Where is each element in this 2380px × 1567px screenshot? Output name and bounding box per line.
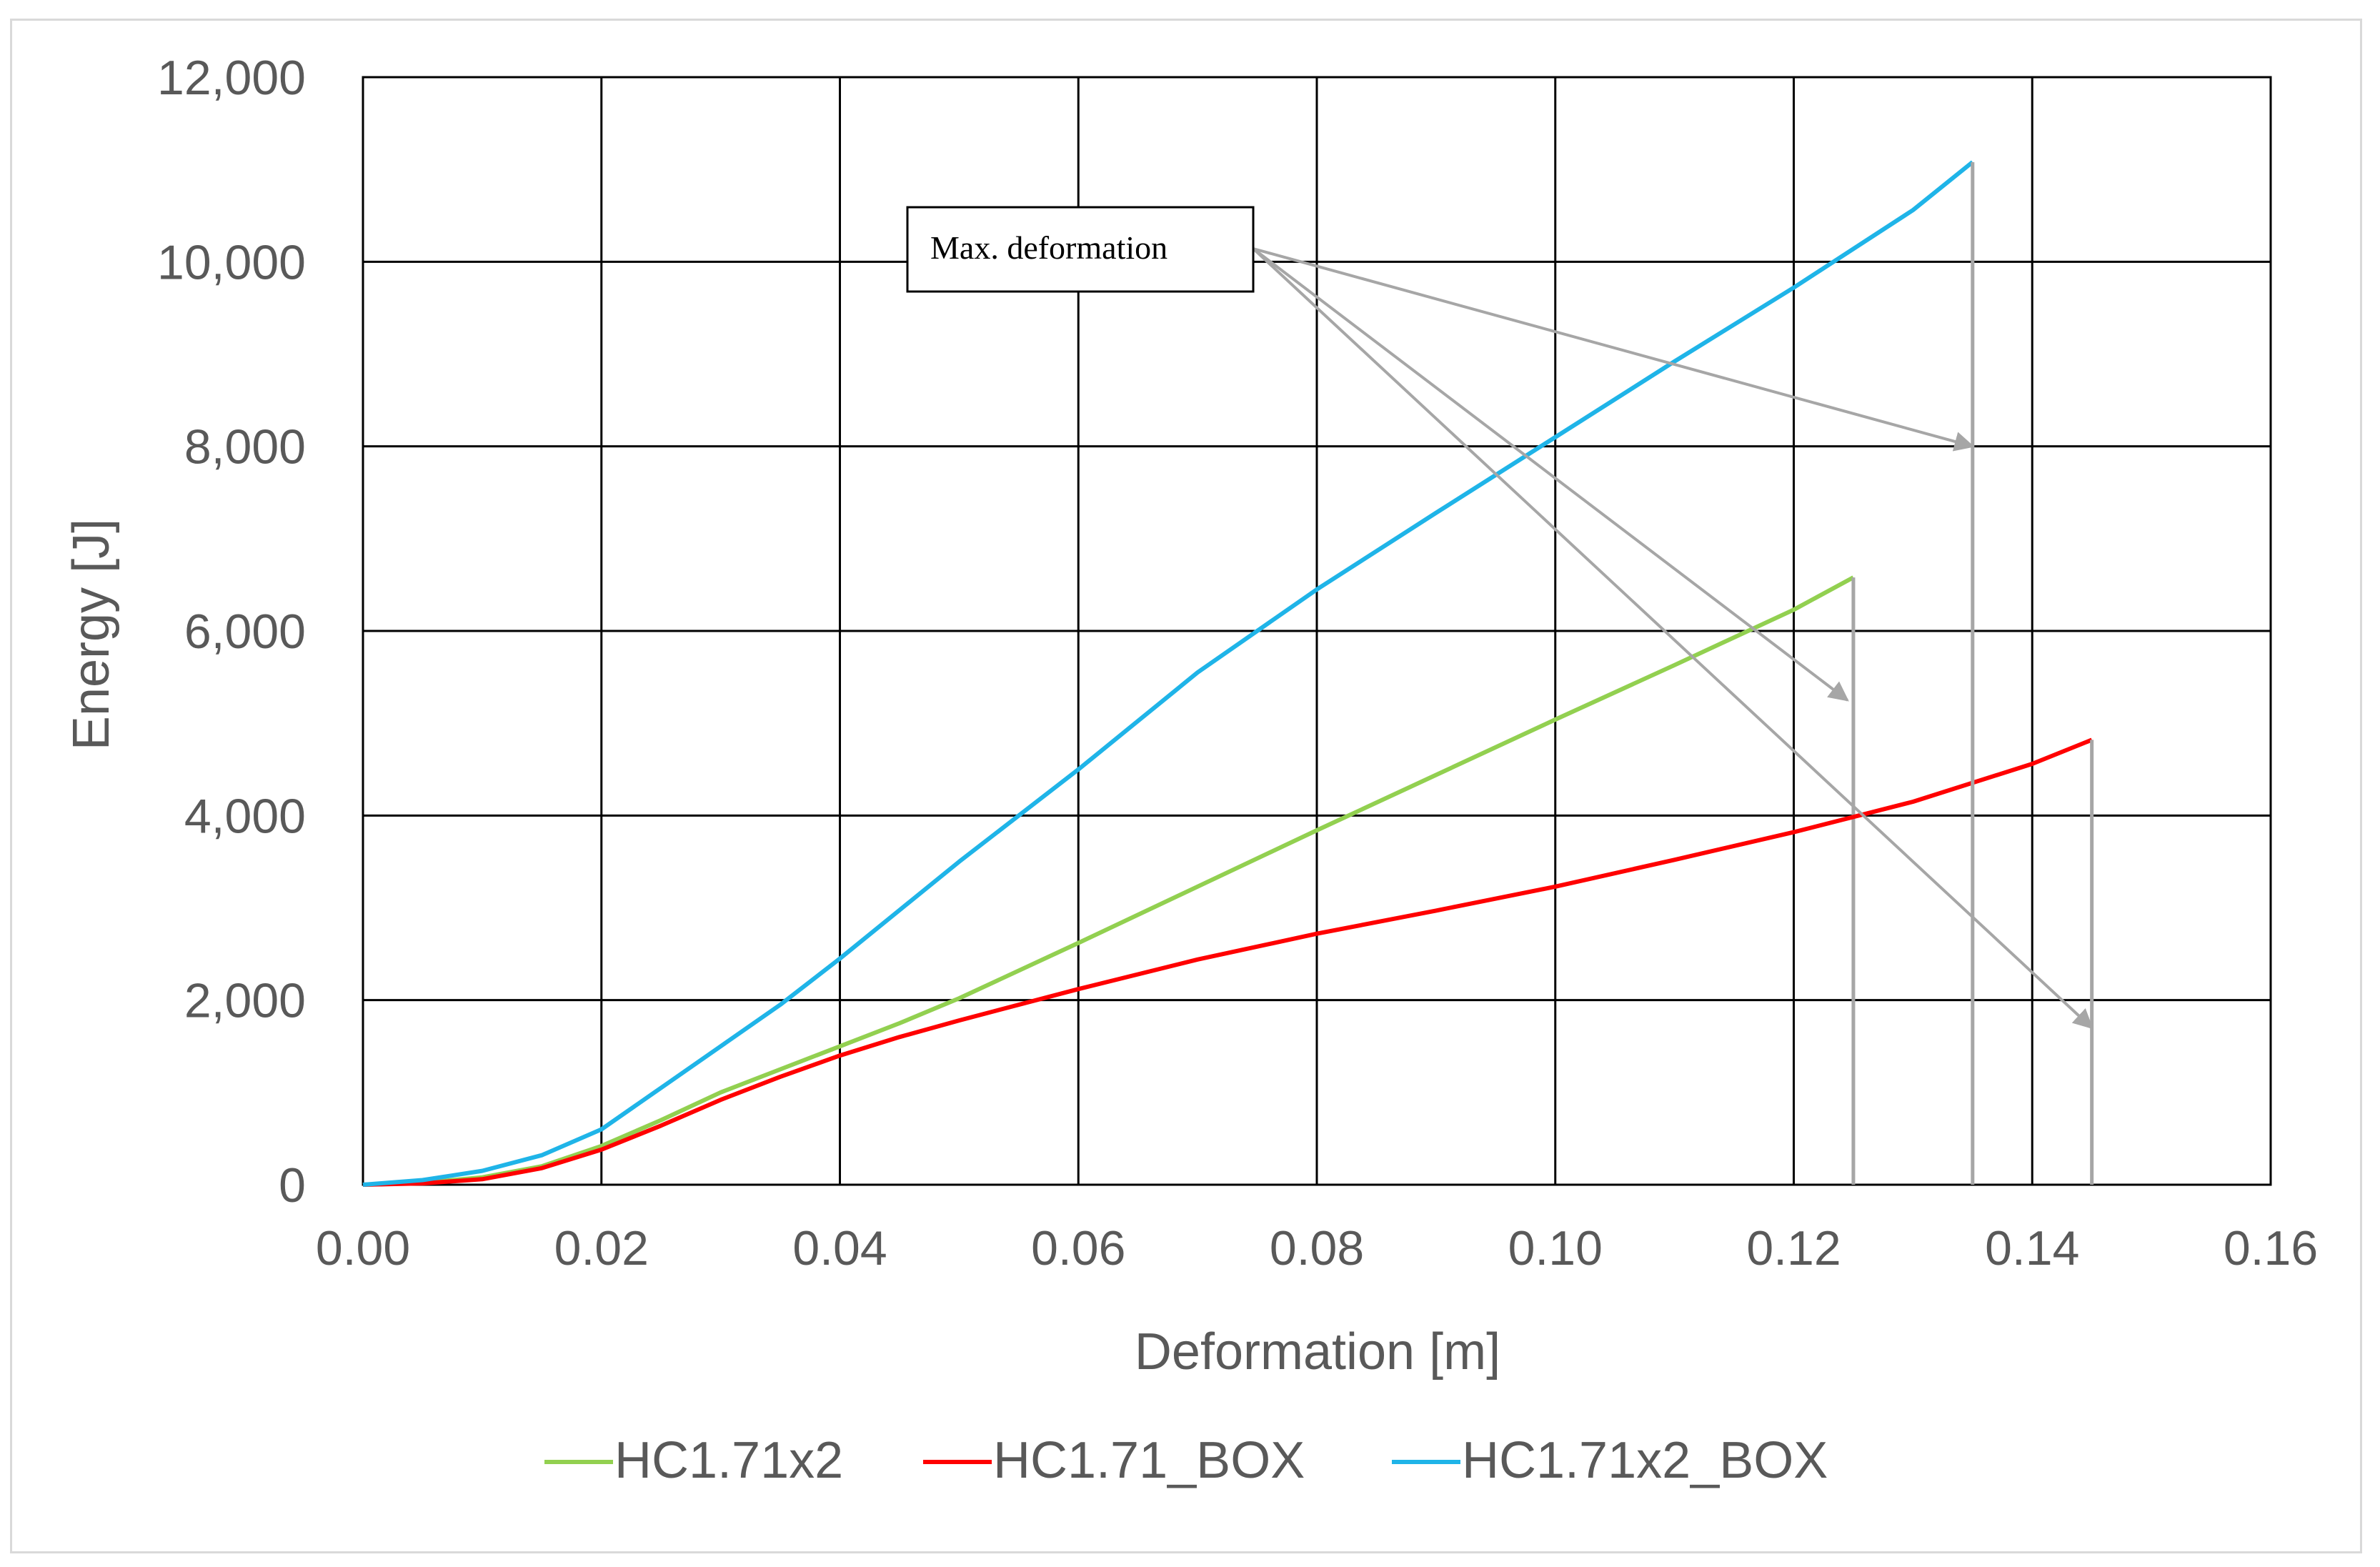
annotation-arrow (1252, 247, 1849, 702)
tick-label-layer: 0.00 0.02 0.04 0.06 0.08 0.10 0.12 0.14 0.16 0 2,0… (157, 51, 2318, 1275)
annotation-layer: Max. deformation (906, 206, 2093, 1030)
legend: HC1.71x2 HC1.71_BOX HC1.71x2_BOX (544, 1432, 1828, 1489)
annotation-arrow (1252, 247, 2093, 1030)
y-tick-label: 0 (279, 1158, 306, 1213)
x-tick-label: 0.16 (2224, 1221, 2318, 1275)
y-axis-title: Energy [J] (63, 519, 120, 750)
legend-label-2: HC1.71x2_BOX (1462, 1432, 1828, 1489)
series-line-1 (362, 737, 2093, 1187)
x-tick-label: 0.00 (316, 1221, 410, 1275)
y-tick-label: 8,000 (184, 420, 306, 474)
annotation-text: Max. deformation (930, 229, 1167, 266)
y-tick-label: 10,000 (157, 235, 306, 289)
y-tick-label: 2,000 (184, 974, 306, 1028)
legend-label-0: HC1.71x2 (614, 1432, 843, 1489)
x-tick-label: 0.02 (554, 1221, 649, 1275)
x-tick-label: 0.14 (1985, 1221, 2079, 1275)
annotation-box (906, 206, 1255, 293)
annotation-arrow (1253, 247, 1975, 452)
x-tick-label: 0.06 (1031, 1221, 1125, 1275)
y-tick-label: 6,000 (184, 605, 306, 659)
y-tick-label: 4,000 (184, 789, 306, 843)
y-tick-label: 12,000 (157, 51, 306, 105)
series-layer (362, 160, 2094, 1187)
legend-label-1: HC1.71_BOX (993, 1432, 1305, 1489)
x-tick-label: 0.04 (792, 1221, 887, 1275)
x-tick-label: 0.12 (1746, 1221, 1841, 1275)
x-tick-label: 0.08 (1270, 1221, 1364, 1275)
x-axis-title: Deformation [m] (1135, 1323, 1500, 1381)
series-line-0 (362, 575, 1855, 1187)
series-line-2 (362, 160, 1974, 1187)
x-tick-label: 0.10 (1508, 1221, 1603, 1275)
plot-area-border (362, 76, 2272, 1186)
grid-layer (362, 76, 2272, 1186)
